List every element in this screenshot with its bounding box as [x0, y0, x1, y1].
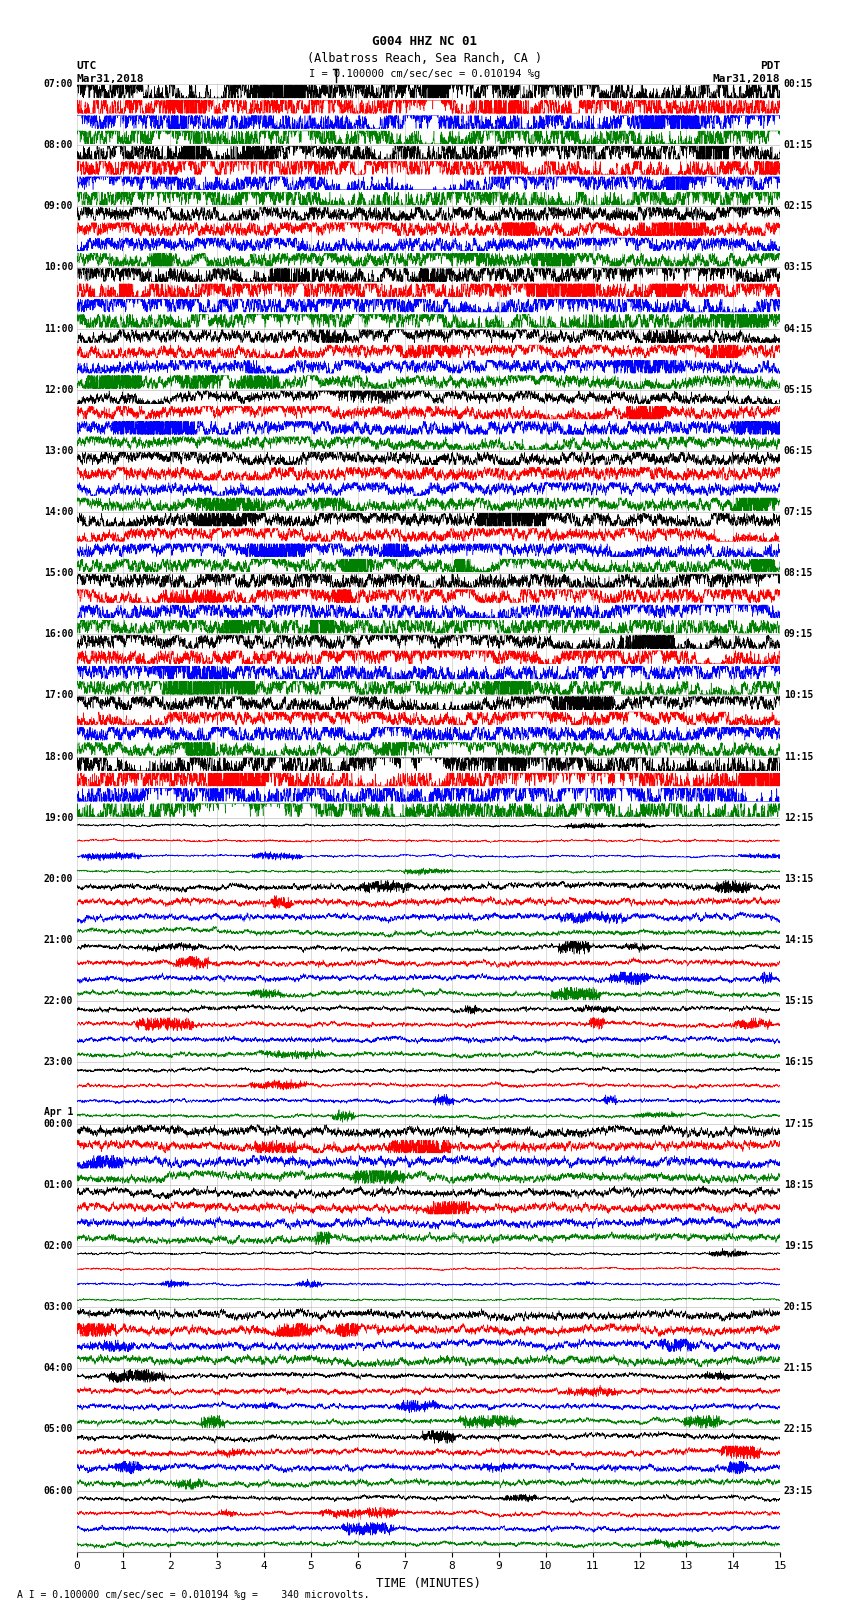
- Text: 04:00: 04:00: [43, 1363, 73, 1373]
- Text: I = 0.100000 cm/sec/sec = 0.010194 %g: I = 0.100000 cm/sec/sec = 0.010194 %g: [309, 69, 541, 79]
- Text: 03:00: 03:00: [43, 1302, 73, 1311]
- Text: G004 HHZ NC 01: G004 HHZ NC 01: [372, 35, 478, 48]
- Text: 18:00: 18:00: [43, 752, 73, 761]
- Text: 09:15: 09:15: [784, 629, 813, 639]
- Text: 02:15: 02:15: [784, 202, 813, 211]
- Text: 13:15: 13:15: [784, 874, 813, 884]
- Text: 15:00: 15:00: [43, 568, 73, 577]
- Text: 17:00: 17:00: [43, 690, 73, 700]
- Text: UTC: UTC: [76, 61, 97, 71]
- Text: Mar31,2018: Mar31,2018: [713, 74, 780, 84]
- Text: Apr 1: Apr 1: [43, 1107, 73, 1118]
- Text: (Albatross Reach, Sea Ranch, CA ): (Albatross Reach, Sea Ranch, CA ): [308, 52, 542, 65]
- Text: 16:15: 16:15: [784, 1058, 813, 1068]
- Text: 04:15: 04:15: [784, 324, 813, 334]
- Text: 00:00: 00:00: [43, 1118, 73, 1129]
- Text: 23:15: 23:15: [784, 1486, 813, 1495]
- Text: Mar31,2018: Mar31,2018: [76, 74, 144, 84]
- Text: 08:00: 08:00: [43, 140, 73, 150]
- Text: 00:15: 00:15: [784, 79, 813, 89]
- X-axis label: TIME (MINUTES): TIME (MINUTES): [376, 1578, 481, 1590]
- Text: 16:00: 16:00: [43, 629, 73, 639]
- Text: 11:00: 11:00: [43, 324, 73, 334]
- Text: 18:15: 18:15: [784, 1179, 813, 1190]
- Text: 19:00: 19:00: [43, 813, 73, 823]
- Text: 01:00: 01:00: [43, 1179, 73, 1190]
- Text: 06:15: 06:15: [784, 445, 813, 456]
- Text: 06:00: 06:00: [43, 1486, 73, 1495]
- Text: 19:15: 19:15: [784, 1240, 813, 1252]
- Text: 09:00: 09:00: [43, 202, 73, 211]
- Text: 05:00: 05:00: [43, 1424, 73, 1434]
- Text: 07:15: 07:15: [784, 506, 813, 518]
- Text: 23:00: 23:00: [43, 1058, 73, 1068]
- Text: 05:15: 05:15: [784, 384, 813, 395]
- Text: 12:15: 12:15: [784, 813, 813, 823]
- Text: 14:15: 14:15: [784, 936, 813, 945]
- Text: 20:15: 20:15: [784, 1302, 813, 1311]
- Text: 10:00: 10:00: [43, 263, 73, 273]
- Text: 22:15: 22:15: [784, 1424, 813, 1434]
- Text: 08:15: 08:15: [784, 568, 813, 577]
- Text: 03:15: 03:15: [784, 263, 813, 273]
- Text: 14:00: 14:00: [43, 506, 73, 518]
- Text: 13:00: 13:00: [43, 445, 73, 456]
- Text: 15:15: 15:15: [784, 997, 813, 1007]
- Text: 12:00: 12:00: [43, 384, 73, 395]
- Text: 01:15: 01:15: [784, 140, 813, 150]
- Text: 21:00: 21:00: [43, 936, 73, 945]
- Text: 07:00: 07:00: [43, 79, 73, 89]
- Text: A I = 0.100000 cm/sec/sec = 0.010194 %g =    340 microvolts.: A I = 0.100000 cm/sec/sec = 0.010194 %g …: [17, 1590, 370, 1600]
- Text: 02:00: 02:00: [43, 1240, 73, 1252]
- Text: PDT: PDT: [760, 61, 780, 71]
- Text: 17:15: 17:15: [784, 1118, 813, 1129]
- Text: 11:15: 11:15: [784, 752, 813, 761]
- Text: 21:15: 21:15: [784, 1363, 813, 1373]
- Text: 22:00: 22:00: [43, 997, 73, 1007]
- Text: 20:00: 20:00: [43, 874, 73, 884]
- Text: 10:15: 10:15: [784, 690, 813, 700]
